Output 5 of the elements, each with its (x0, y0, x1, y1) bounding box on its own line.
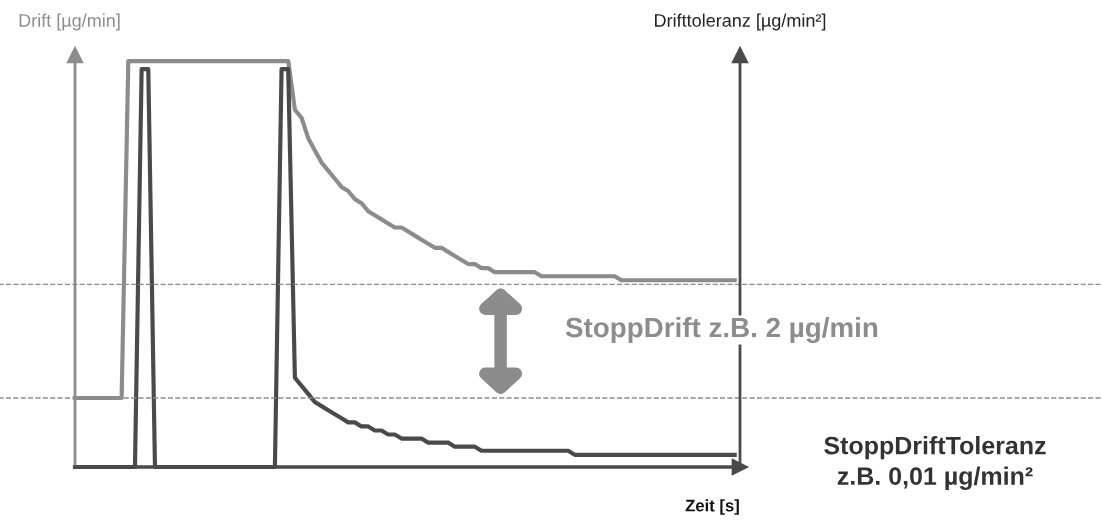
x-axis-title: Zeit [s] (685, 499, 739, 515)
y2-axis-title: Drifttoleranz [µg/min²] (655, 13, 826, 31)
annotation: StoppDrift z.B. 2 µg/min (565, 316, 878, 344)
text: StoppDriftToleranz z.B. 0,01 µg/min² (824, 436, 1046, 490)
y-axis-title: Drift [µg/min] (19, 13, 120, 31)
